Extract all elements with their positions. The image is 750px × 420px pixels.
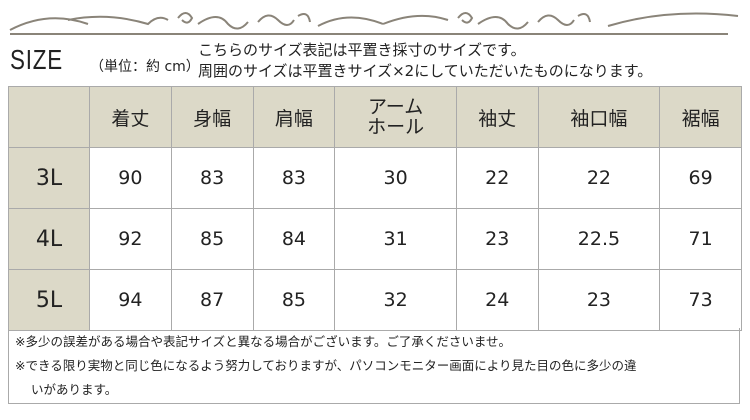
table-cell: 83 <box>252 147 336 209</box>
header-cell: 着丈 <box>89 86 172 148</box>
table-cell: 71 <box>659 208 742 270</box>
table-cell: 23 <box>537 269 661 331</box>
table-cell: 94 <box>89 269 172 331</box>
note-line: ※多少の誤差がある場合や表記サイズと異なる場合がございます。ご了承くださいませ。 <box>15 334 511 349</box>
size-table: 着丈 身幅 肩幅 アーム ホール 袖丈 袖口幅 裾幅 3L 90 83 83 3… <box>8 86 742 331</box>
table-cell: 31 <box>334 208 457 270</box>
header-cell: 袖口幅 <box>537 86 661 148</box>
header-cell: アーム ホール <box>334 86 457 148</box>
header-cell: 身幅 <box>170 86 254 148</box>
table-cell: 23 <box>455 208 539 270</box>
description-line: こちらのサイズ表記は平置き採寸のサイズです。 <box>198 41 526 59</box>
table-cell: 83 <box>170 147 254 209</box>
table-cell: 22 <box>537 147 661 209</box>
size-label: 4L <box>8 208 90 270</box>
size-title: SIZE <box>10 44 63 75</box>
table-cell: 92 <box>89 208 172 270</box>
table-cell: 69 <box>659 147 742 209</box>
table-cell: 87 <box>170 269 254 331</box>
decorative-ornament-divider <box>9 12 739 35</box>
header-cell <box>8 86 90 148</box>
table-header-row: 着丈 身幅 肩幅 アーム ホール 袖丈 袖口幅 裾幅 <box>8 86 742 148</box>
table-row: 3L 90 83 83 30 22 22 69 <box>8 147 742 209</box>
table-row: 5L 94 87 85 32 24 23 73 <box>8 269 742 331</box>
description-line: 周囲のサイズは平置きサイズ×2にしていただいたものになります。 <box>198 62 653 80</box>
header-cell: 裾幅 <box>659 86 742 148</box>
size-label: 5L <box>8 269 90 331</box>
notes-box: ※多少の誤差がある場合や表記サイズと異なる場合がございます。ご了承くださいませ。… <box>8 328 740 404</box>
table-cell: 24 <box>455 269 539 331</box>
table-cell: 22.5 <box>537 208 661 270</box>
size-description: こちらのサイズ表記は平置き採寸のサイズです。 周囲のサイズは平置きサイズ×2にし… <box>198 40 652 82</box>
table-cell: 90 <box>89 147 172 209</box>
unit-label: （単位：約 cm） <box>90 59 200 75</box>
table-cell: 85 <box>170 208 254 270</box>
note-line: ※できる限り実物と同じ色になるよう努力しておりますが、パソコンモニター画面により… <box>15 358 637 373</box>
size-label: 3L <box>8 147 90 209</box>
table-cell: 22 <box>455 147 539 209</box>
table-cell: 32 <box>334 269 457 331</box>
table-cell: 84 <box>252 208 336 270</box>
note-line: いがあります。 <box>31 382 118 397</box>
header-cell: 肩幅 <box>252 86 336 148</box>
table-cell: 73 <box>659 269 742 331</box>
table-cell: 85 <box>252 269 336 331</box>
table-cell: 30 <box>334 147 457 209</box>
header-cell: 袖丈 <box>455 86 539 148</box>
table-row: 4L 92 85 84 31 23 22.5 71 <box>8 208 742 270</box>
